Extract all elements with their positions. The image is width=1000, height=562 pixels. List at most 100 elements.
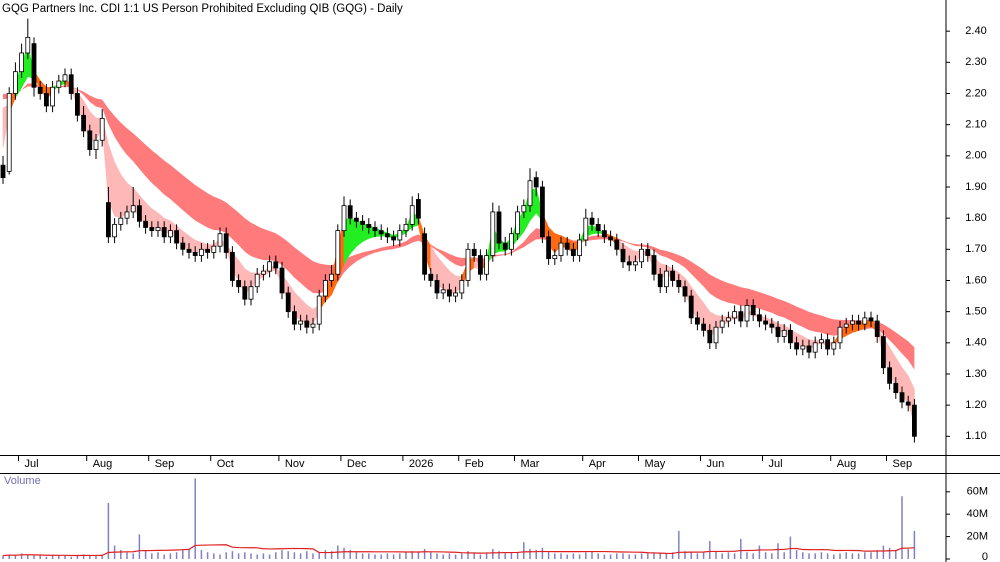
candle-body [763,320,768,325]
candle-body [633,261,638,266]
candle-body [205,248,211,253]
volume-bar [870,552,872,559]
candle-body [558,242,564,256]
volume-bar [392,554,395,559]
volume-bar [764,552,767,559]
candle-body [471,248,477,256]
volume-bar [318,552,320,559]
candle-body [242,286,248,300]
volume-bar [659,553,661,559]
volume-bar [361,553,364,559]
candle-body [124,211,130,219]
candle-body [254,273,260,288]
volume-bar [622,553,624,559]
volume-bar [597,553,599,559]
candle-body [37,86,43,94]
candle-body [143,220,149,228]
volume-bar [33,555,35,559]
volume-bar [876,550,878,559]
volume-bar [678,531,680,559]
volume-bar [268,554,271,559]
candle-body [106,202,111,238]
candle-body [285,292,291,313]
candle-body [50,86,55,107]
candle-body [68,74,74,94]
candle-body [248,286,254,300]
volume-bar [2,555,4,559]
candle-body [360,220,366,225]
candle-body [527,180,533,207]
candle-body [645,248,651,256]
candle-body [99,118,105,141]
volume-bar [684,551,686,559]
volume-bar [380,554,382,559]
volume-bar [411,551,413,559]
volume-bar [808,553,810,559]
volume-bar [628,554,630,559]
volume-bar [39,555,41,559]
volume-bar [888,547,891,559]
candle-body [223,233,229,253]
volume-bar [504,553,506,559]
volume-bar [547,551,550,559]
volume-bar [833,554,835,559]
volume-bar [8,554,10,559]
y-tick-label: 2.40 [965,25,986,37]
volume-bar [740,538,742,559]
candle-body [843,323,849,328]
candle-body [893,382,899,394]
candle-body [161,227,167,238]
candle-body [837,326,843,344]
candle-body [75,93,80,116]
candle-body [688,295,694,319]
volume-bar [578,554,581,559]
candle-body [25,36,31,54]
candle-body [713,326,719,344]
candle-body [589,217,595,225]
volume-bar [312,553,314,559]
y-tick-label: 1.10 [965,430,986,442]
volume-bar [826,553,829,559]
candle-body [93,139,99,150]
volume-bar [733,553,736,559]
candle-body [465,248,471,281]
volume-bar [262,553,265,559]
volume-bar [591,551,593,559]
volume-bar [864,552,866,559]
volume-bar [857,553,860,559]
candle-body [583,217,589,241]
volume-bar [572,553,575,559]
candle-body [267,261,273,272]
volume-bar [101,554,103,559]
volume-bar [442,554,444,559]
volume-bar [789,536,792,559]
candle-body [229,252,235,281]
candle-body [732,311,737,319]
x-tick-label: Feb [465,458,484,470]
y-tick-label: 1.30 [965,368,986,380]
volume-bar [293,552,296,559]
volume-bar [882,545,885,559]
x-tick-label: Sep [155,458,175,470]
candle-body [484,255,490,275]
volume-bar [225,552,227,559]
volume-bar [368,553,370,559]
candle-body [322,280,328,297]
x-tick-label: Jul [25,458,39,470]
candle-body [775,326,781,337]
volume-bar [746,552,748,559]
volume-bar [275,552,277,559]
volume-bar [895,550,897,559]
volume-bar [188,548,190,559]
volume-bar [727,552,730,559]
volume-bar [27,554,29,559]
volume-tick-label: 40M [967,508,988,520]
candle-body [540,186,545,238]
candle-body [502,242,508,250]
volume-tick-label: 0 [982,551,988,562]
volume-bar [721,553,723,559]
volume-bar [169,553,172,559]
candle-body [521,205,527,213]
candle-body [769,323,775,328]
